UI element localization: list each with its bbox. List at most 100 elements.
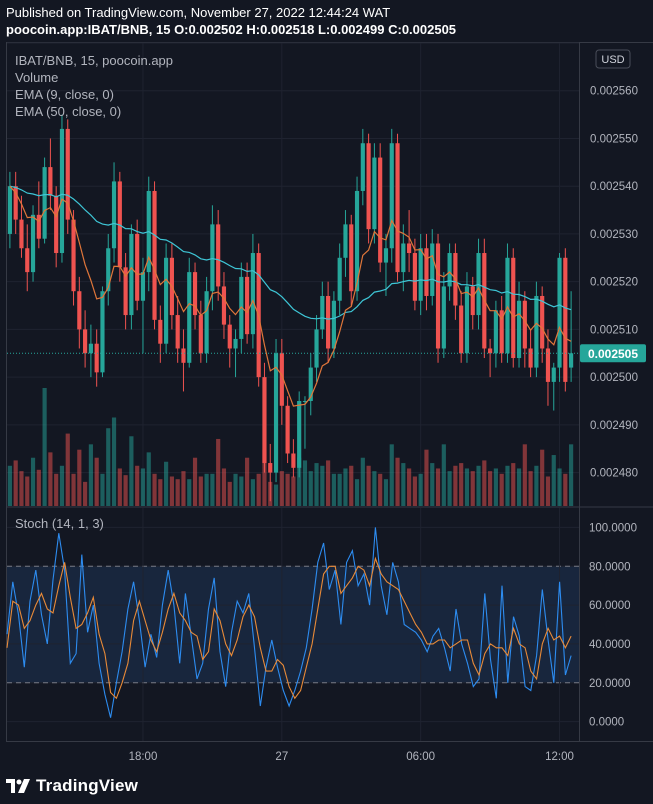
volume-bar — [88, 444, 93, 506]
volume-bar — [140, 468, 146, 506]
candle-body — [71, 219, 76, 292]
legend-symbol[interactable]: IBAT/BNB, 15, poocoin.app — [15, 53, 173, 68]
legend-volume[interactable]: Volume — [15, 70, 58, 85]
volume-bar — [320, 465, 325, 506]
volume-bar — [308, 471, 313, 506]
legend-ema9[interactable]: EMA (9, close, 0) — [15, 87, 114, 102]
volume-bar — [378, 473, 383, 506]
candle-body — [233, 338, 238, 349]
last-price-marker: 0.002505 — [580, 344, 646, 363]
candle-body — [123, 267, 128, 316]
volume-bar — [528, 471, 533, 506]
candle-body — [470, 286, 475, 316]
tradingview-logo[interactable]: TradingView — [6, 775, 138, 797]
volume-bar — [522, 444, 527, 506]
candle-body — [158, 319, 163, 344]
volume-bar — [227, 481, 232, 506]
candle-body — [88, 343, 93, 354]
volume-bar — [48, 452, 53, 506]
volume-bar — [447, 471, 452, 506]
volume-bar — [187, 479, 192, 506]
volume-bar — [239, 476, 244, 506]
candle-body — [198, 315, 203, 354]
candle-body — [94, 343, 99, 373]
candle-body — [192, 272, 198, 316]
candle-body — [140, 272, 146, 301]
volume-bar — [505, 465, 510, 506]
volume-bar — [164, 461, 169, 506]
volume-bar — [407, 468, 412, 506]
close-label: C: — [388, 22, 402, 37]
volume-bar — [106, 428, 111, 506]
candle-body — [285, 405, 290, 454]
price-tick-label: 0.002490 — [590, 420, 638, 432]
candle-body — [488, 348, 493, 354]
volume-bar — [563, 473, 568, 506]
volume-bar — [13, 460, 18, 506]
candle-body — [389, 143, 394, 249]
stoch-pane[interactable] — [6, 508, 579, 741]
stoch-tick-label: 60.0000 — [589, 600, 631, 612]
candle-body — [343, 224, 348, 258]
price-tick-label: 0.002560 — [590, 86, 638, 98]
stoch-tick-label: 0.0000 — [589, 717, 624, 729]
volume-bar — [42, 388, 47, 506]
stoch-grid — [7, 508, 579, 741]
ema-layer — [7, 185, 579, 407]
candle-body — [349, 224, 354, 292]
currency-button[interactable]: USD — [595, 49, 631, 69]
volume-bar — [279, 471, 284, 506]
volume-bar — [146, 452, 151, 506]
volume-bar — [331, 473, 336, 506]
price-tick-label: 0.002500 — [590, 372, 638, 384]
candle-body — [337, 257, 342, 301]
tradingview-logo-icon — [6, 779, 30, 793]
candle-body — [308, 367, 313, 401]
volume-bar — [285, 473, 290, 506]
candle-body — [175, 315, 180, 349]
time-axis[interactable]: 18:00 27 06:00 12:00 — [129, 751, 574, 763]
volume-bar — [7, 465, 12, 506]
volume-bar — [389, 444, 394, 506]
volume-bar — [83, 481, 88, 506]
volume-bar — [198, 476, 203, 506]
candle-body — [459, 305, 464, 354]
candle-body — [464, 286, 470, 354]
candle-body — [245, 276, 250, 335]
volume-bar — [372, 471, 377, 506]
candle-body — [401, 243, 406, 273]
candle-body — [210, 224, 215, 292]
price-tick-label: 0.002550 — [590, 133, 638, 145]
candle-body — [545, 348, 551, 382]
volume-bar — [181, 471, 186, 506]
volume-bar — [204, 473, 209, 506]
candle-body — [48, 167, 53, 196]
volume-bar — [383, 479, 389, 506]
candle-body — [54, 195, 59, 254]
currency-label: USD — [601, 54, 624, 66]
legend-ema50[interactable]: EMA (50, close, 0) — [15, 104, 121, 119]
volume-bar — [25, 476, 30, 506]
candle-body — [216, 224, 221, 287]
candle-body — [302, 400, 308, 402]
candle-body — [117, 181, 122, 268]
price-tick-label: 0.002530 — [590, 229, 638, 241]
volume-bar — [233, 473, 238, 506]
volume-bar — [123, 475, 128, 506]
volume-bar — [111, 417, 117, 506]
legend-stoch[interactable]: Stoch (14, 1, 3) — [15, 516, 104, 531]
volume-bar — [77, 449, 82, 506]
candle-body — [36, 214, 41, 239]
volume-bar — [343, 468, 348, 506]
candle-body — [25, 248, 30, 273]
volume-bar — [482, 460, 487, 506]
volume-bar — [100, 473, 105, 506]
volume-bar — [337, 473, 342, 506]
published-line: Published on TradingView.com, November 2… — [6, 5, 391, 20]
volume-layer — [7, 388, 574, 506]
candle-body — [441, 286, 446, 349]
candle-body — [204, 291, 209, 354]
volume-bar — [30, 457, 36, 506]
volume-bar — [557, 468, 562, 506]
